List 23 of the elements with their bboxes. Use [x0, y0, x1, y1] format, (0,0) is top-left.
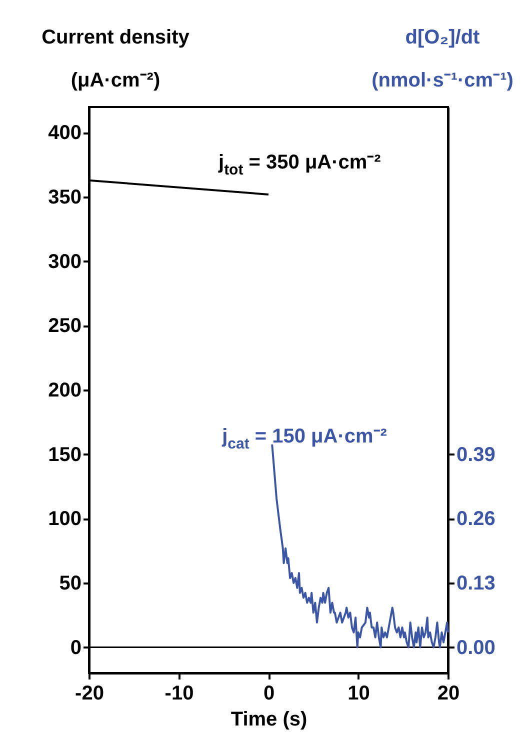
x-tick-label: 0 [263, 682, 275, 704]
y2-tick-label: 0.26 [456, 508, 496, 530]
y-tick-label: 0 [70, 636, 82, 659]
y-tick-label: 150 [48, 444, 82, 466]
y-tick-label: 350 [48, 186, 82, 209]
y-tick-label: 200 [48, 380, 82, 402]
y2-axis-title: d[O₂]/dt (nmol·s⁻¹·cm⁻¹) [372, 26, 514, 92]
y2-tick-label: 0.39 [456, 444, 496, 466]
y-tick-label: 100 [48, 508, 82, 530]
y-tick-label: 400 [48, 122, 82, 144]
annotation: j$_{cat}$ = 150 μA·cm⁻² [221, 425, 388, 452]
x-tick-label: -10 [164, 682, 194, 704]
annotation: j$_{tot}$ = 350 μA·cm⁻² [218, 151, 382, 178]
x-tick-label: -20 [75, 682, 104, 704]
y2-tick-label: 0.00 [456, 636, 496, 659]
y-tick-label: 250 [48, 315, 82, 338]
x-tick-label: 20 [437, 682, 460, 704]
x-axis-title: Time (s) [230, 708, 308, 730]
y-axis-title: Current density (μA·cm⁻²) [42, 26, 190, 92]
y2-tick-label: 0.13 [456, 572, 496, 594]
x-tick-label: 10 [348, 682, 370, 704]
y-tick-label: 50 [59, 572, 82, 594]
y-tick-label: 300 [48, 250, 82, 273]
